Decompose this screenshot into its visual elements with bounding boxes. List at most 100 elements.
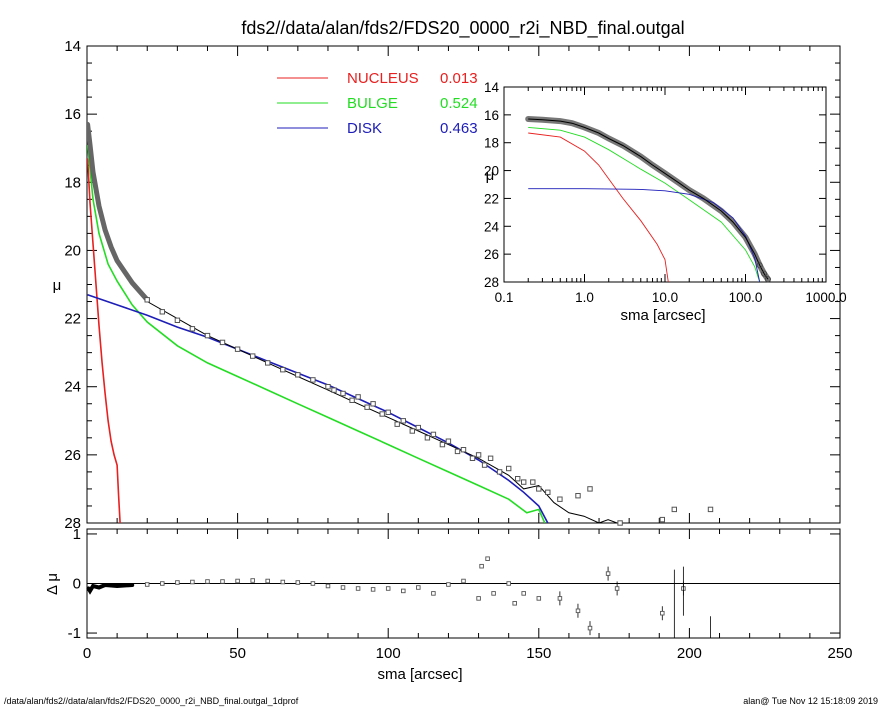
- residual-x-tick-label: 0: [83, 645, 91, 662]
- inset-log-panel: 14 16 18 20 22 24 26 28 0.1 1.0 10.0 100.0 1000.0 μ…: [484, 80, 847, 324]
- residual-data-point: [160, 581, 165, 586]
- legend-label: NUCLEUS: [347, 70, 419, 87]
- observed-data-point: [430, 431, 437, 438]
- observed-data-point: [536, 486, 542, 492]
- residual-data-point: [614, 586, 620, 591]
- residual-data-point: [340, 585, 346, 590]
- inset-data-point: [761, 270, 768, 277]
- residual-data-point: [416, 585, 421, 590]
- inset-x-tick-label: 1000.0: [805, 290, 846, 305]
- main-y-tick-label: 20: [64, 242, 81, 259]
- residual-x-tick-label: 250: [827, 645, 852, 662]
- observed-data-point: [496, 469, 503, 475]
- inset-x-axis-label: sma [arcsec]: [620, 307, 705, 324]
- observed-data-point: [295, 372, 301, 378]
- main-y-tick-label: 28: [64, 515, 81, 532]
- inset-y-tick-label: 16: [484, 108, 499, 123]
- observed-data-point: [219, 339, 226, 346]
- residual-data-point: [512, 601, 517, 606]
- bulge-curve: [87, 144, 546, 523]
- residual-x-tick-label: 200: [677, 645, 702, 662]
- chart-title: fds2//data/alan/fds2/FDS20_0000_r2i_NBD_…: [241, 18, 684, 39]
- residual-data-point: [205, 579, 210, 584]
- residual-data-point: [325, 583, 331, 589]
- observed-data-point: [331, 387, 337, 393]
- residual-data-point: [485, 556, 490, 561]
- observed-data-point: [379, 411, 385, 417]
- observed-data-point: [460, 447, 467, 453]
- inset-series-group: [525, 116, 771, 283]
- main-x-axis: [86, 46, 841, 523]
- observed-data-point: [481, 462, 488, 468]
- residual-data-point: [401, 588, 406, 594]
- observed-data-point: [409, 428, 416, 434]
- main-y-axis-label: μ: [53, 277, 62, 294]
- observed-data-point: [454, 448, 461, 455]
- residual-data-point: [575, 608, 581, 614]
- observed-data-point: [310, 377, 316, 383]
- residual-data-point: [280, 579, 286, 585]
- observed-data-point: [587, 486, 593, 492]
- inset-y-axis: 14 16 18 20 22 24 26 28: [484, 80, 826, 290]
- inset-y-tick-label: 26: [484, 247, 499, 262]
- residual-data-point: [605, 571, 611, 576]
- inset-x-tick-label: 100.0: [729, 290, 763, 305]
- residual-data-point: [190, 579, 195, 585]
- observed-data-point: [445, 438, 452, 444]
- inset-total-curve: [528, 118, 769, 280]
- observed-data-point: [530, 479, 536, 485]
- residual-x-tick-label: 100: [376, 645, 401, 662]
- observed-data-point: [394, 421, 400, 427]
- observed-data-point: [515, 476, 521, 482]
- observed-data-point: [355, 394, 361, 400]
- residual-data-point: [220, 579, 225, 584]
- observed-data-point: [424, 435, 431, 441]
- observed-data-point: [204, 332, 211, 339]
- observed-data-point: [439, 441, 446, 448]
- residual-data-point: [355, 586, 361, 591]
- residual-data-point: [144, 582, 150, 587]
- inset-y-tick-label: 28: [484, 275, 499, 290]
- observed-data-point: [370, 401, 376, 407]
- legend-label: DISK: [347, 120, 382, 137]
- observed-data-point: [506, 465, 512, 472]
- main-y-tick-label: 22: [64, 311, 81, 328]
- footer-user-timestamp: alan@ Tue Nov 12 15:18:09 2019: [743, 696, 878, 706]
- residual-x-tick-label: 150: [526, 645, 551, 662]
- observed-data-point: [617, 520, 623, 526]
- observed-data-point: [659, 516, 665, 523]
- observed-data-point: [557, 496, 563, 502]
- inset-y-tick-label: 14: [484, 80, 500, 95]
- observed-data-point: [385, 409, 391, 416]
- observed-data-point: [575, 493, 581, 499]
- residual-data-point: [557, 596, 563, 601]
- inset-plot-frame: [503, 86, 827, 283]
- observed-data-point: [189, 326, 196, 332]
- inset-y-tick-label: 18: [484, 136, 499, 151]
- residual-y-axis-label: Δ μ: [44, 573, 61, 595]
- observed-data-point: [325, 384, 331, 390]
- main-surface-brightness-panel: 14 16 18 20 22 24 26 28 μ: [53, 38, 841, 532]
- residual-y-tick-label: 1: [73, 526, 81, 543]
- main-y-tick-label: 26: [64, 447, 81, 464]
- observed-data-point: [487, 455, 494, 462]
- residual-data-point: [446, 582, 451, 587]
- residual-data-point: [310, 581, 316, 586]
- residual-data-point: [587, 625, 593, 631]
- inset-x-tick-label: 10.0: [652, 290, 678, 305]
- inset-y-tick-label: 24: [484, 219, 500, 234]
- observed-profile-band: [87, 121, 150, 303]
- residual-data-point: [175, 580, 180, 585]
- main-y-tick-label: 24: [64, 379, 81, 396]
- residual-y-axis: -1 0 1: [68, 526, 840, 642]
- residual-data-point: [385, 586, 391, 591]
- inset-data-point: [764, 276, 771, 283]
- residual-data-point: [295, 580, 301, 585]
- residual-points-group: [86, 556, 711, 638]
- residual-data-point: [521, 591, 526, 596]
- residual-y-tick-label: 0: [73, 576, 81, 593]
- observed-data-point: [469, 455, 476, 462]
- main-y-tick-label: 18: [64, 174, 81, 191]
- legend: NUCLEUS 0.013 BULGE 0.524 DISK 0.463: [277, 70, 478, 137]
